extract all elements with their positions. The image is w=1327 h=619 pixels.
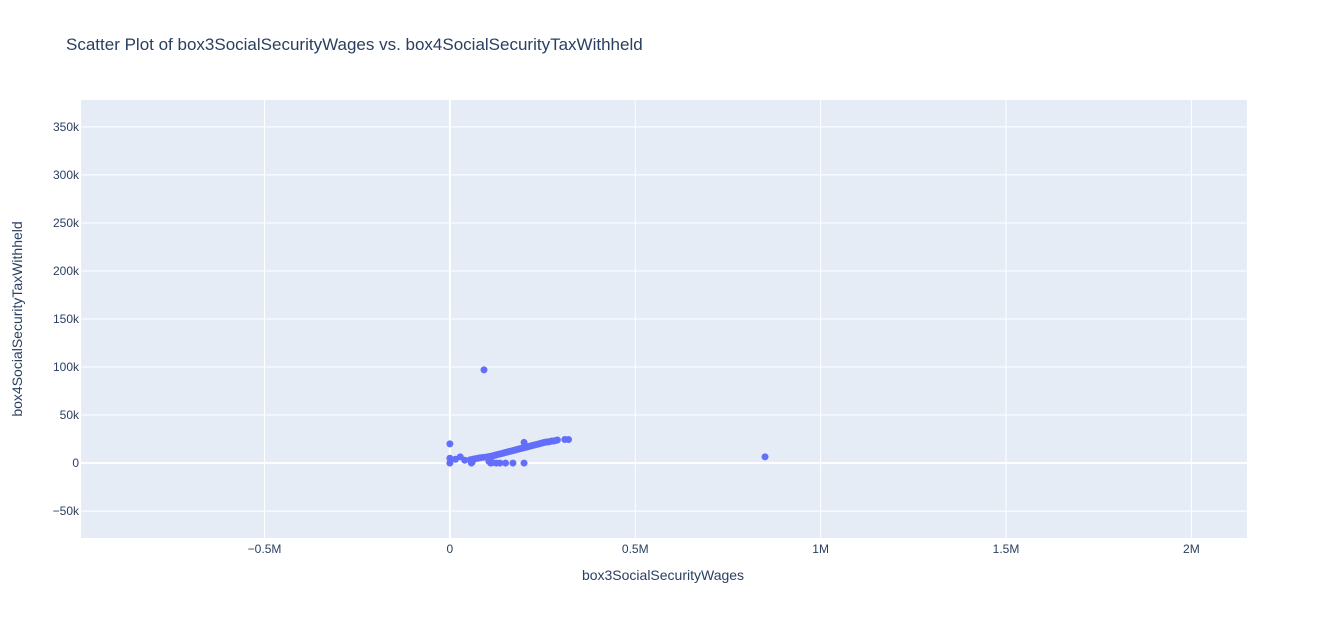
y-tick-label: 250k — [53, 216, 80, 230]
data-point[interactable] — [496, 459, 504, 467]
data-point[interactable] — [502, 459, 510, 467]
data-point[interactable] — [480, 366, 488, 374]
y-tick-label: 200k — [53, 264, 80, 278]
data-point[interactable] — [446, 459, 454, 467]
y-axis-ticks: −50k 0 50k 100k 150k 200k 250k 300k 350k — [53, 120, 80, 518]
y-tick-label: 350k — [53, 120, 80, 134]
grid-lines — [81, 100, 1247, 538]
y-tick-label: 100k — [53, 360, 80, 374]
data-point[interactable] — [565, 436, 573, 444]
x-axis-ticks: −0.5M 0 0.5M 1M 1.5M 2M — [248, 542, 1200, 556]
data-point[interactable] — [461, 456, 469, 464]
x-tick-label: 0 — [447, 542, 454, 556]
data-point[interactable] — [761, 453, 769, 461]
y-tick-label: 50k — [60, 408, 80, 422]
data-point[interactable] — [509, 459, 517, 467]
chart-title: Scatter Plot of box3SocialSecurityWages … — [66, 35, 643, 54]
x-tick-label: 1M — [812, 542, 829, 556]
data-point[interactable] — [446, 454, 454, 462]
x-tick-label: 1.5M — [993, 542, 1020, 556]
y-tick-label: 0 — [72, 456, 79, 470]
y-axis-title: box4SocialSecurityTaxWithheld — [9, 221, 25, 416]
y-tick-label: −50k — [53, 504, 80, 518]
x-tick-label: −0.5M — [248, 542, 282, 556]
x-tick-label: 0.5M — [622, 542, 649, 556]
data-point[interactable] — [468, 458, 476, 466]
x-tick-label: 2M — [1183, 542, 1200, 556]
data-points — [446, 366, 769, 467]
y-tick-label: 300k — [53, 168, 80, 182]
data-point[interactable] — [446, 440, 454, 448]
y-tick-label: 150k — [53, 312, 80, 326]
data-point[interactable] — [520, 459, 528, 467]
data-point[interactable] — [553, 436, 561, 444]
x-axis-title: box3SocialSecurityWages — [582, 567, 744, 583]
